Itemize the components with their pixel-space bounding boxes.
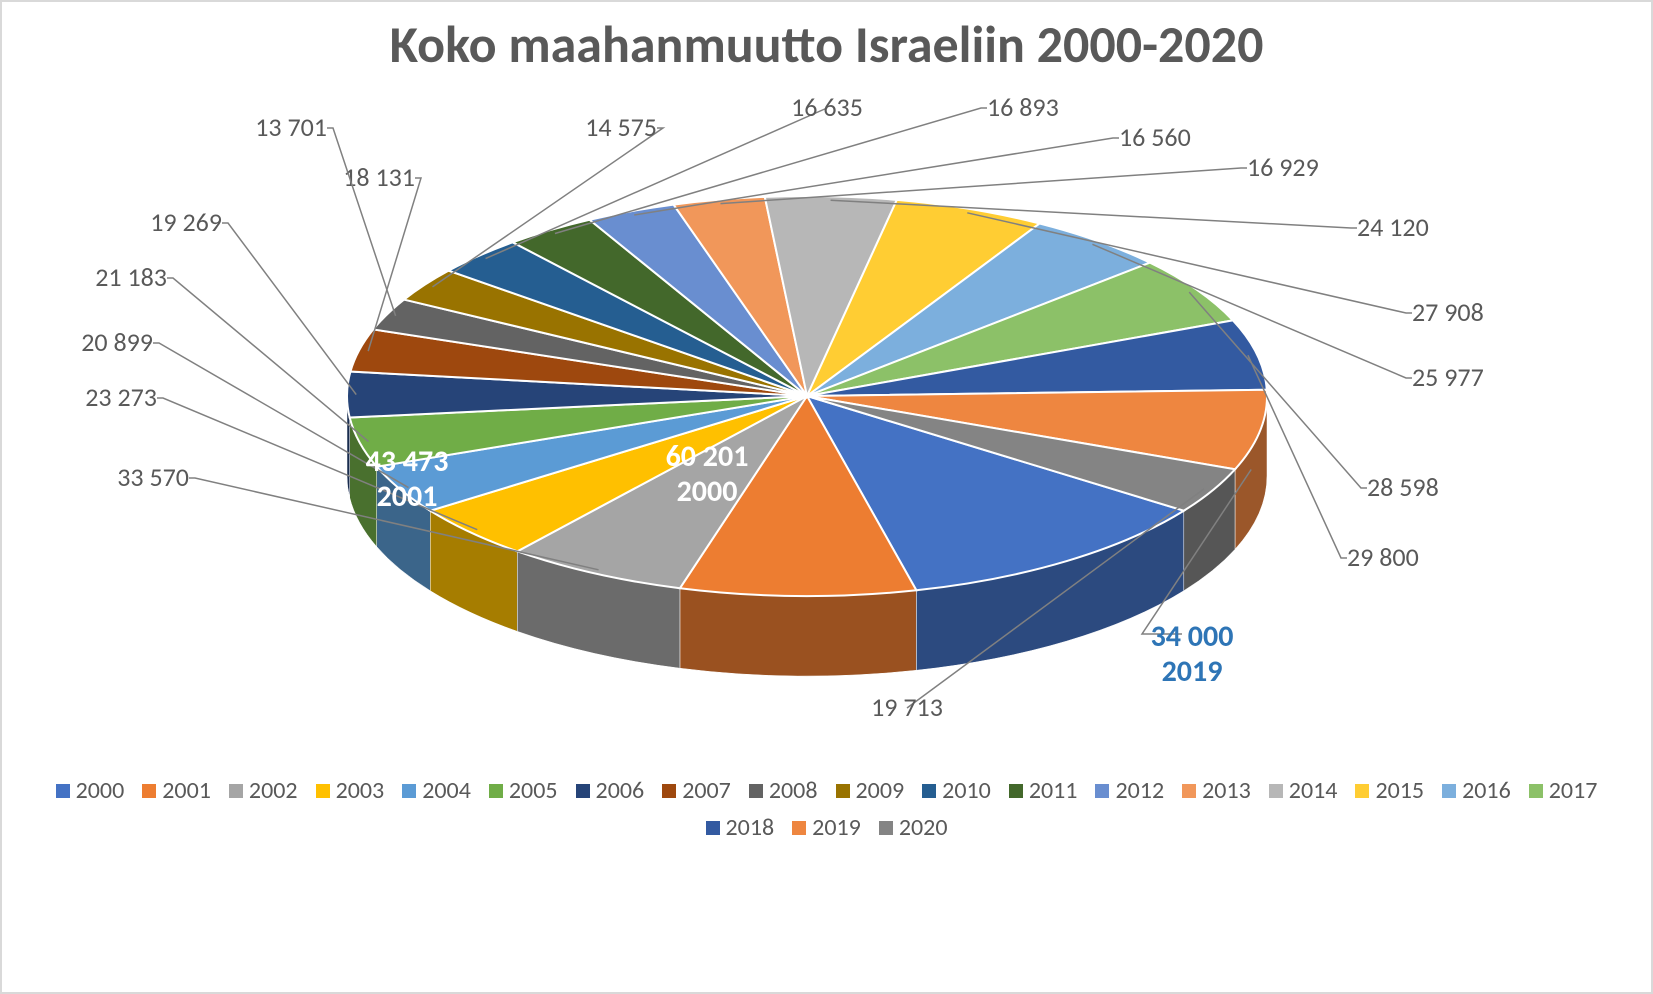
legend-item-2016: 2016 — [1442, 776, 1511, 805]
label-2014: 24 120 — [1357, 211, 1429, 243]
legend-swatch — [229, 784, 243, 798]
legend-label: 2013 — [1202, 776, 1251, 805]
legend-label: 2014 — [1289, 776, 1338, 805]
legend-label: 2002 — [249, 776, 298, 805]
label-2013: 16 929 — [1247, 151, 1319, 183]
label-2009: 14 575 — [585, 111, 657, 143]
label-2012: 16 560 — [1119, 121, 1191, 153]
legend: 2000 2001 2002 2003 2004 2005 2006 2007 2008 2009… — [22, 776, 1631, 842]
legend-label: 2020 — [899, 813, 948, 842]
legend-label: 2016 — [1462, 776, 1511, 805]
legend-label: 2008 — [769, 776, 818, 805]
legend-item-2011: 2011 — [1009, 776, 1078, 805]
legend-item-2009: 2009 — [836, 776, 905, 805]
label-2018: 29 800 — [1347, 541, 1419, 573]
legend-swatch — [489, 784, 503, 798]
label-2017: 28 598 — [1367, 471, 1439, 503]
legend-swatch — [576, 784, 590, 798]
legend-swatch — [402, 784, 416, 798]
label-2015: 27 908 — [1412, 296, 1484, 328]
legend-item-2010: 2010 — [922, 776, 991, 805]
legend-label: 2018 — [726, 813, 775, 842]
legend-swatch — [879, 821, 893, 835]
legend-label: 2003 — [336, 776, 385, 805]
label-2008: 13 701 — [255, 111, 327, 143]
legend-swatch — [836, 784, 850, 798]
legend-label: 2005 — [509, 776, 558, 805]
label-2006: 19 269 — [150, 206, 222, 238]
legend-swatch — [1355, 784, 1369, 798]
legend-label: 2001 — [162, 776, 211, 805]
legend-item-2019: 2019 — [792, 813, 861, 842]
label-2010: 16 635 — [791, 91, 863, 123]
legend-label: 2007 — [682, 776, 731, 805]
legend-item-2008: 2008 — [749, 776, 818, 805]
special-label-2001-year: 2001 — [376, 478, 437, 515]
legend-label: 2019 — [812, 813, 861, 842]
label-2002: 33 570 — [117, 461, 189, 493]
legend-item-2018: 2018 — [706, 813, 775, 842]
label-2020: 19 713 — [871, 691, 943, 723]
chart-title: Koko maahanmuutto Israeliin 2000-2020 — [22, 12, 1631, 76]
label-2003: 23 273 — [85, 381, 157, 413]
legend-swatch — [1529, 784, 1543, 798]
legend-item-2002: 2002 — [229, 776, 298, 805]
legend-swatch — [792, 821, 806, 835]
chart-container: Koko maahanmuutto Israeliin 2000-2020 33… — [0, 0, 1653, 994]
legend-swatch — [749, 784, 763, 798]
legend-item-2017: 2017 — [1529, 776, 1598, 805]
legend-item-2012: 2012 — [1095, 776, 1164, 805]
legend-swatch — [662, 784, 676, 798]
legend-label: 2011 — [1029, 776, 1078, 805]
legend-swatch — [142, 784, 156, 798]
legend-item-2005: 2005 — [489, 776, 558, 805]
legend-swatch — [1009, 784, 1023, 798]
legend-label: 2006 — [596, 776, 645, 805]
legend-swatch — [1095, 784, 1109, 798]
label-2005: 21 183 — [95, 261, 167, 293]
legend-swatch — [1442, 784, 1456, 798]
special-label-2019-value: 34 000 — [1150, 618, 1233, 655]
legend-swatch — [56, 784, 70, 798]
legend-item-2013: 2013 — [1182, 776, 1251, 805]
legend-item-2007: 2007 — [662, 776, 731, 805]
legend-item-2015: 2015 — [1355, 776, 1424, 805]
legend-swatch — [1269, 784, 1283, 798]
special-label-2000-year: 2000 — [676, 473, 737, 510]
special-label-2001-value: 43 473 — [365, 443, 448, 480]
legend-label: 2004 — [422, 776, 471, 805]
legend-label: 2009 — [856, 776, 905, 805]
legend-item-2001: 2001 — [142, 776, 211, 805]
legend-swatch — [316, 784, 330, 798]
label-2011: 16 893 — [987, 91, 1059, 123]
legend-label: 2000 — [76, 776, 125, 805]
legend-label: 2017 — [1549, 776, 1598, 805]
label-2004: 20 899 — [81, 326, 153, 358]
legend-label: 2012 — [1115, 776, 1164, 805]
pie-chart: 33 570 23 273 20 899 21 183 19 269 18 131 13 7… — [27, 76, 1627, 776]
legend-swatch — [922, 784, 936, 798]
legend-item-2014: 2014 — [1269, 776, 1338, 805]
label-2016: 25 977 — [1412, 361, 1484, 393]
special-label-2000-value: 60 201 — [665, 438, 748, 475]
legend-item-2003: 2003 — [316, 776, 385, 805]
label-2007: 18 131 — [343, 161, 415, 193]
special-label-2019-year: 2019 — [1161, 653, 1222, 690]
legend-item-2020: 2020 — [879, 813, 948, 842]
legend-label: 2015 — [1375, 776, 1424, 805]
legend-swatch — [1182, 784, 1196, 798]
legend-swatch — [706, 821, 720, 835]
legend-label: 2010 — [942, 776, 991, 805]
legend-item-2000: 2000 — [56, 776, 125, 805]
legend-item-2004: 2004 — [402, 776, 471, 805]
legend-item-2006: 2006 — [576, 776, 645, 805]
